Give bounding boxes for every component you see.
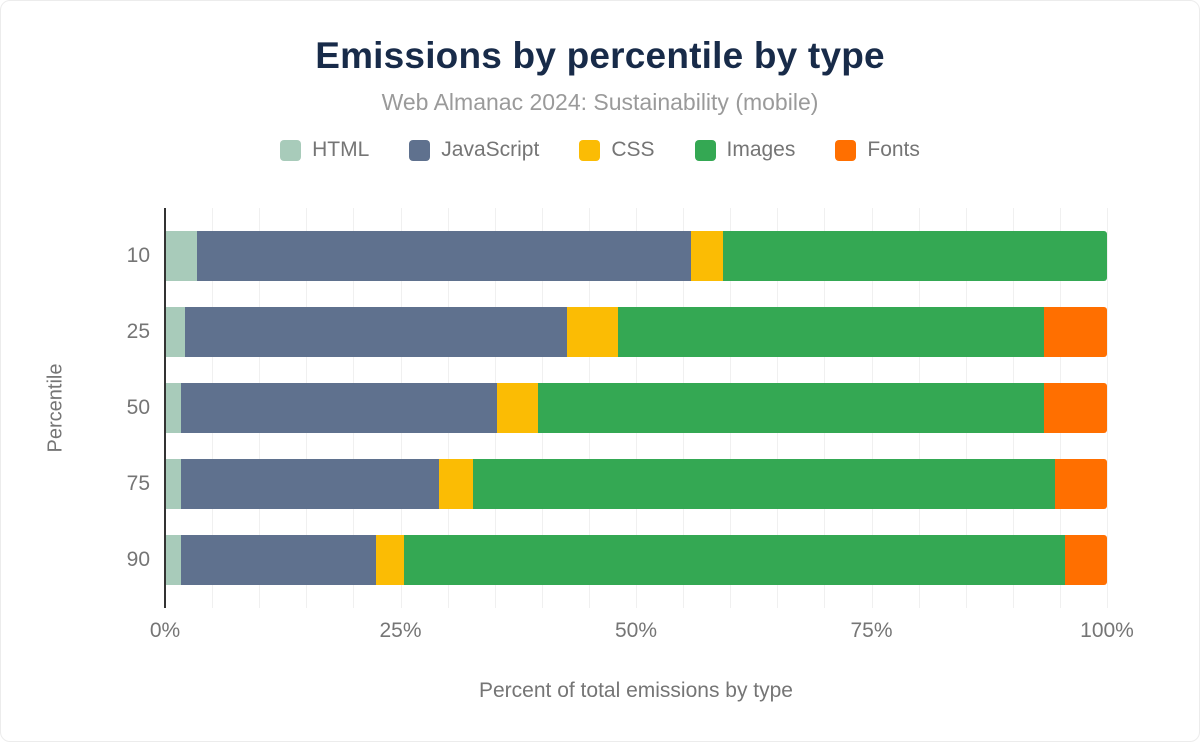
- y-tick-label-50: 50: [126, 396, 150, 419]
- x-axis-title: Percent of total emissions by type: [479, 679, 793, 702]
- segment-fonts-p50: [1043, 383, 1107, 433]
- legend-swatch-css: [579, 139, 601, 161]
- y-axis-title: Percentile: [44, 363, 67, 453]
- segment-images-p25: [618, 307, 1044, 357]
- segment-css-p10: [690, 231, 723, 281]
- legend-label-javascript: JavaScript: [441, 138, 540, 161]
- legend-item-javascript: JavaScript: [409, 138, 539, 162]
- gridline-100: [1107, 208, 1108, 608]
- chart-subtitle: Web Almanac 2024: Sustainability (mobile…: [381, 89, 819, 115]
- bar-row-p75: 75: [127, 446, 1107, 522]
- segment-fonts-p25: [1043, 307, 1107, 357]
- x-tick-label-25: 25%: [379, 619, 422, 642]
- legend-item-fonts: Fonts: [835, 138, 920, 162]
- segment-css-p50: [496, 383, 538, 433]
- y-tick-label-75: 75: [126, 472, 150, 495]
- stacked-bar-p90: [165, 535, 1107, 585]
- segment-html-p90: [165, 535, 181, 585]
- segment-html-p10: [165, 231, 198, 281]
- legend-swatch-javascript: [409, 139, 431, 161]
- legend-label-css: CSS: [611, 138, 655, 161]
- x-axis-ticks: 0% 25% 50% 75% 100%: [150, 619, 1134, 647]
- segment-html-p50: [165, 383, 181, 433]
- x-tick-label-75: 75%: [850, 619, 893, 642]
- legend-label-fonts: Fonts: [867, 138, 920, 161]
- segment-javascript-p50: [181, 383, 497, 433]
- legend-swatch-fonts: [835, 139, 857, 161]
- segment-javascript-p75: [181, 459, 440, 509]
- bar-row-p10: 10: [127, 218, 1107, 294]
- legend-label-images: Images: [726, 138, 796, 161]
- legend: HTML JavaScript CSS Images Fonts: [1, 138, 1199, 162]
- legend-swatch-html: [280, 139, 302, 161]
- segment-javascript-p90: [181, 535, 376, 585]
- legend-item-css: CSS: [579, 138, 655, 162]
- segment-css-p90: [375, 535, 405, 585]
- stacked-bar-p75: [165, 459, 1107, 509]
- segment-images-p50: [538, 383, 1044, 433]
- segment-css-p75: [439, 459, 473, 509]
- bar-row-p25: 25: [127, 294, 1107, 370]
- stacked-bar-p50: [165, 383, 1107, 433]
- segment-html-p25: [165, 307, 185, 357]
- y-tick-label-25: 25: [126, 320, 150, 343]
- y-axis-line: [164, 208, 166, 608]
- legend-item-images: Images: [694, 138, 796, 162]
- y-tick-label-10: 10: [126, 244, 150, 267]
- segment-fonts-p75: [1055, 459, 1107, 509]
- legend-label-html: HTML: [312, 138, 370, 161]
- bar-row-p90: 90: [127, 522, 1107, 598]
- x-tick-label-100: 100%: [1080, 619, 1134, 642]
- segment-images-p90: [404, 535, 1065, 585]
- x-tick-label-0: 0%: [149, 619, 181, 642]
- stacked-bar-p25: [165, 307, 1107, 357]
- bar-row-p50: 50: [127, 370, 1107, 446]
- segment-css-p25: [567, 307, 619, 357]
- segment-images-p10: [722, 231, 1107, 281]
- stacked-bar-p10: [165, 231, 1107, 281]
- x-tick-label-50: 50%: [614, 619, 658, 642]
- plot-area: 10 25 50 75 90: [127, 208, 1108, 608]
- y-tick-label-90: 90: [126, 548, 150, 571]
- segment-html-p75: [165, 459, 181, 509]
- segment-fonts-p90: [1064, 535, 1107, 585]
- legend-swatch-images: [694, 139, 716, 161]
- segment-javascript-p25: [184, 307, 568, 357]
- segment-images-p75: [473, 459, 1056, 509]
- bar-rows: 10 25 50 75 90: [127, 218, 1107, 598]
- legend-item-html: HTML: [280, 138, 369, 162]
- chart-title: Emissions by percentile by type: [315, 35, 885, 76]
- segment-javascript-p10: [197, 231, 691, 281]
